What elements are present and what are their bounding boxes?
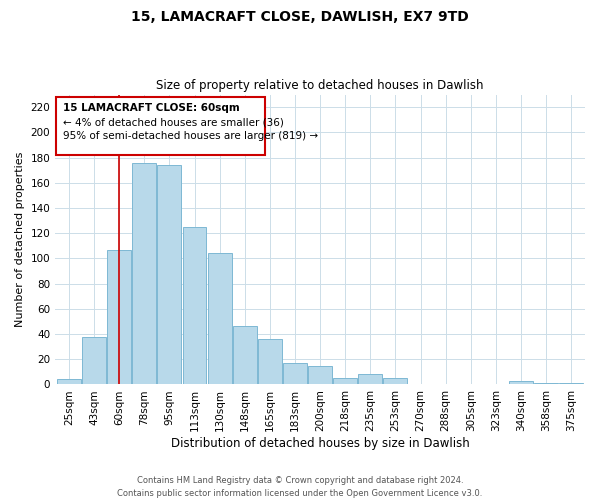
Bar	[333, 378, 357, 384]
Bar	[358, 374, 382, 384]
Bar	[208, 254, 232, 384]
X-axis label: Distribution of detached houses by size in Dawlish: Distribution of detached houses by size …	[171, 437, 469, 450]
Bar	[308, 366, 332, 384]
Bar	[534, 383, 558, 384]
Bar	[57, 380, 81, 384]
Text: ← 4% of detached houses are smaller (36): ← 4% of detached houses are smaller (36)	[64, 118, 284, 128]
Bar	[182, 227, 206, 384]
Bar	[509, 380, 533, 384]
Title: Size of property relative to detached houses in Dawlish: Size of property relative to detached ho…	[157, 79, 484, 92]
Text: 95% of semi-detached houses are larger (819) →: 95% of semi-detached houses are larger (…	[64, 131, 319, 141]
Bar	[383, 378, 407, 384]
Text: Contains HM Land Registry data © Crown copyright and database right 2024.
Contai: Contains HM Land Registry data © Crown c…	[118, 476, 482, 498]
Bar	[283, 363, 307, 384]
Text: 15 LAMACRAFT CLOSE: 60sqm: 15 LAMACRAFT CLOSE: 60sqm	[64, 104, 240, 114]
Bar	[82, 336, 106, 384]
Bar	[133, 162, 156, 384]
Bar	[157, 165, 181, 384]
Bar	[107, 250, 131, 384]
Bar	[559, 383, 583, 384]
Text: 15, LAMACRAFT CLOSE, DAWLISH, EX7 9TD: 15, LAMACRAFT CLOSE, DAWLISH, EX7 9TD	[131, 10, 469, 24]
Bar	[258, 339, 282, 384]
Y-axis label: Number of detached properties: Number of detached properties	[15, 152, 25, 327]
Bar	[233, 326, 257, 384]
FancyBboxPatch shape	[56, 97, 265, 155]
